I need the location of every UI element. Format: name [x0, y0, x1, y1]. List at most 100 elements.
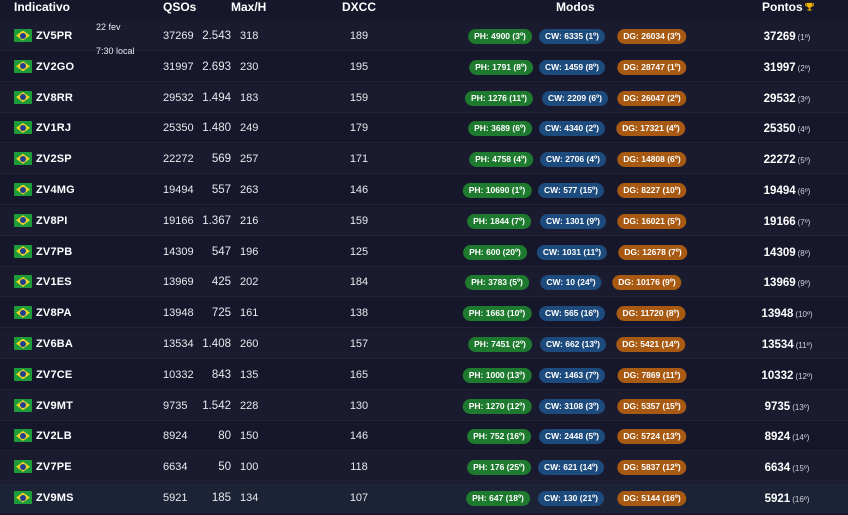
points-cell: 10332 (12º): [742, 360, 832, 392]
table-row[interactable]: ZV2SP 22272 569 257 171 PH: 4758 (4º) CW: 2706…: [0, 144, 848, 175]
table-row[interactable]: ZV1RJ 25350 1.480 249 179 PH: 3689 (6º) CW: 43…: [0, 113, 848, 144]
brazil-flag-icon: [14, 121, 32, 135]
digital-mode-badge: DG: 5421 (14º): [616, 337, 686, 352]
brazil-flag-icon: [14, 244, 32, 258]
digital-mode-badge: DG: 26047 (2º): [617, 90, 687, 106]
cw-mode-badge: CW: 10 (24º): [540, 275, 602, 291]
points-rank: (7º): [797, 217, 811, 227]
table-row[interactable]: ZV7PB 14309 547 196 125 PH: 600 (20º) CW: 1031…: [0, 236, 848, 267]
points-rank: (10º): [795, 310, 813, 320]
dxcc-value: 184: [349, 276, 369, 289]
qsos-value: 19166: [163, 214, 194, 227]
points-cell: 8924 (14º): [742, 421, 832, 453]
phone-mode-badge: PH: 1000 (13º): [462, 367, 532, 383]
phone-mode-badge: PH: 647 (18º): [466, 491, 530, 506]
phone-mode-badge: PH: 752 (16º): [467, 429, 531, 445]
table-row[interactable]: ZV7PE 6634 50 100 118 PH: 176 (25º) CW: 621 (1…: [0, 452, 848, 483]
phone-mode-badge: PH: 10690 (1º): [462, 183, 532, 198]
points-value: 10332: [761, 369, 794, 382]
header-callsign[interactable]: Indicativo: [14, 0, 71, 14]
table-row[interactable]: ZV9MS 5921 185 134 107 PH: 647 (18º) CW: 130 (…: [0, 483, 848, 513]
maxh-value: 249: [240, 122, 259, 135]
maxh-value: 216: [240, 214, 259, 227]
table-row[interactable]: ZV5PR 37269 2.543 318 189 PH: 4900 (3º) CW: 63…: [0, 21, 848, 51]
qsos-value: 14309: [163, 245, 194, 258]
qsos-value: 13948: [163, 307, 194, 320]
table-row[interactable]: ZV6BA 13534 1.408 260 157 PH: 7451 (2º) CW: 66…: [0, 329, 848, 359]
brazil-flag-icon: [14, 337, 32, 350]
points-value: 13534: [761, 339, 794, 351]
points-cell: 13948 (10º): [742, 298, 832, 330]
callsign[interactable]: ZV7CE: [36, 368, 73, 381]
callsign[interactable]: ZV2SP: [36, 153, 72, 166]
digital-mode-badge: DG: 5357 (15º): [617, 398, 687, 414]
digital-mode-badge: DG: 5144 (16º): [617, 491, 687, 506]
qsos-value: 13969: [163, 276, 194, 289]
phone-mode-badge: PH: 176 (25º): [467, 460, 531, 476]
callsign[interactable]: ZV1ES: [36, 276, 72, 289]
callsign[interactable]: ZV2LB: [36, 430, 72, 443]
cw-mode-badge: CW: 2706 (4º): [540, 152, 606, 168]
table-row[interactable]: ZV8PI 19166 1.367 216 159 PH: 1844 (7º) CW: 13…: [0, 205, 848, 236]
points-cell: 37269 (1º): [742, 21, 832, 53]
callsign[interactable]: ZV9MT: [36, 399, 74, 412]
table-row[interactable]: ZV8PA 13948 725 161 138 PH: 1663 (10º) CW: 565…: [0, 298, 848, 330]
table-row[interactable]: ZV7CE 10332 843 135 165 PH: 1000 (13º) CW: 146…: [0, 359, 848, 392]
qsos-value: 29532: [163, 91, 194, 104]
callsign[interactable]: ZV2GO: [36, 60, 75, 73]
table-row[interactable]: ZV2GO 31997 2.693 230 195 PH: 1791 (8º) CW: 14…: [0, 51, 848, 82]
rate-value: 50: [218, 461, 231, 474]
callsign[interactable]: ZV4MG: [36, 184, 75, 196]
points-value: 37269: [763, 31, 796, 43]
points-rank: (9º): [797, 279, 811, 289]
callsign[interactable]: ZV7PE: [36, 461, 72, 474]
phone-mode-badge: PH: 7451 (2º): [468, 337, 532, 352]
header-dxcc[interactable]: DXCC: [342, 0, 377, 14]
table-row[interactable]: ZV8RR 29532 1.494 183 159 PH: 1276 (11º) CW: 2…: [0, 82, 848, 113]
phone-mode-badge: PH: 1844 (7º): [467, 213, 531, 229]
points-value: 9735: [764, 400, 791, 413]
phone-mode-badge: PH: 4900 (3º): [468, 29, 532, 44]
points-value: 6634: [764, 462, 791, 475]
points-rank: (15º): [792, 464, 810, 474]
table-header: Indicativo QSOs Max/H DXCC Modos Pontos: [0, 0, 848, 16]
digital-mode-badge: DG: 5837 (12º): [617, 460, 687, 476]
points-value: 13948: [761, 308, 794, 321]
digital-mode-badge: DG: 10176 (9º): [612, 275, 682, 291]
digital-mode-badge: DG: 17321 (4º): [616, 121, 686, 137]
header-points[interactable]: Pontos: [762, 0, 814, 14]
callsign[interactable]: ZV5PR: [36, 30, 73, 42]
digital-mode-badge: DG: 11720 (8º): [616, 306, 686, 322]
table-row[interactable]: ZV4MG 19494 557 263 146 PH: 10690 (1º) CW: 577…: [0, 175, 848, 205]
rate-value: 2.543: [202, 30, 231, 42]
callsign[interactable]: ZV8PA: [36, 307, 72, 320]
rate-value: 1.480: [202, 122, 231, 135]
contest-local-time: 7:30 local: [96, 46, 135, 56]
table-row[interactable]: ZV9MT 9735 1.542 228 130 PH: 1270 (12º) CW: 31…: [0, 390, 848, 421]
header-modes[interactable]: Modos: [556, 0, 595, 14]
qsos-value: 13534: [163, 338, 194, 350]
callsign[interactable]: ZV8RR: [36, 91, 74, 104]
table-row[interactable]: ZV1ES 13969 425 202 184 PH: 3783 (5º) CW: 10 (…: [0, 267, 848, 298]
callsign[interactable]: ZV1RJ: [36, 122, 72, 135]
contest-date: 22 fev: [96, 22, 121, 32]
digital-mode-badge: DG: 28747 (1º): [617, 59, 687, 75]
header-qsos[interactable]: QSOs: [163, 0, 197, 14]
dxcc-value: 159: [349, 91, 369, 104]
brazil-flag-icon: [14, 275, 32, 289]
dxcc-value: 171: [349, 153, 369, 166]
table-row[interactable]: ZV2LB 8924 80 150 146 PH: 752 (16º) CW: 2448 (…: [0, 421, 848, 453]
brazil-flag-icon: [14, 306, 32, 320]
callsign[interactable]: ZV7PB: [36, 245, 73, 258]
header-maxh[interactable]: Max/H: [231, 0, 267, 14]
callsign[interactable]: ZV8PI: [36, 214, 68, 227]
points-rank: (16º): [792, 495, 810, 504]
digital-mode-badge: DG: 26034 (3º): [617, 29, 687, 44]
points-value: 13969: [763, 277, 796, 290]
callsign[interactable]: ZV6BA: [36, 338, 74, 350]
phone-mode-badge: PH: 600 (20º): [463, 244, 527, 260]
callsign[interactable]: ZV9MS: [36, 492, 74, 504]
cw-mode-badge: CW: 4340 (2º): [539, 121, 605, 137]
rate-value: 569: [211, 153, 231, 166]
dxcc-value: 138: [349, 307, 369, 320]
